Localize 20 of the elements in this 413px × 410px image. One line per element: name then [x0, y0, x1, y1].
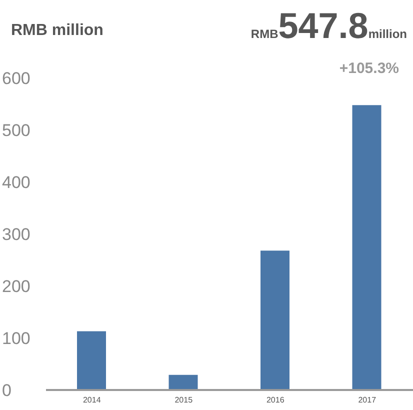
x-tick-label: 2014	[82, 396, 102, 405]
y-tick-label: 300	[2, 225, 30, 244]
text: RMB	[250, 27, 278, 41]
y-tick-label: 200	[2, 277, 30, 296]
y-axis-title: RMB million	[11, 22, 104, 40]
bar	[260, 250, 290, 390]
bar	[168, 374, 198, 390]
y-tick-label: 100	[2, 329, 30, 348]
y-tick-label: 600	[2, 69, 30, 88]
y-tick-label: 0	[2, 381, 12, 400]
text: +105.3%	[339, 60, 399, 77]
x-tick-label: 2015	[174, 396, 194, 405]
y-tick-label: 400	[2, 173, 30, 192]
x-tick-label: 2016	[266, 396, 285, 405]
y-tick-label: 500	[2, 121, 30, 140]
bar	[352, 105, 382, 390]
bar	[77, 331, 106, 390]
text: 547.8	[278, 5, 368, 46]
text: million	[368, 27, 407, 41]
x-tick-label: 2017	[358, 396, 377, 405]
